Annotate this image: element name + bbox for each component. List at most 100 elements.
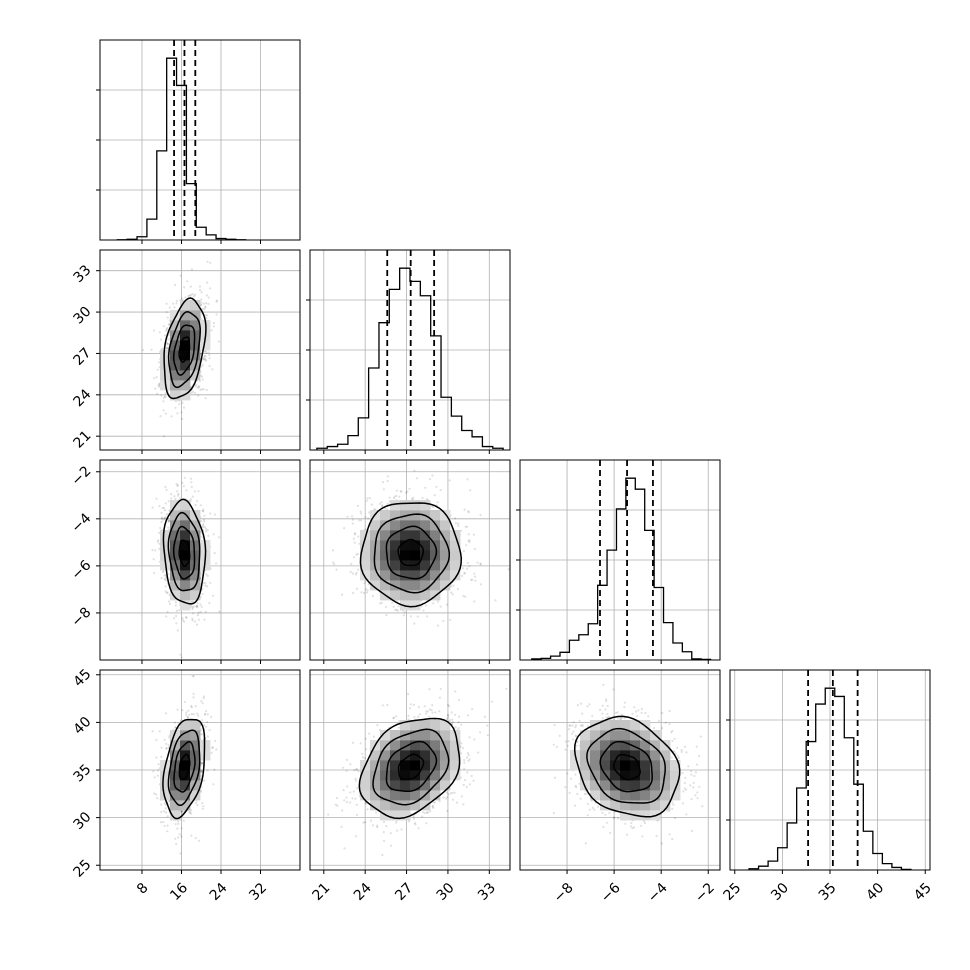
density-cell (640, 740, 651, 751)
density-cell (600, 730, 611, 741)
density-cell (360, 550, 371, 561)
density-cell (440, 560, 451, 571)
density-cell (390, 590, 401, 601)
density-cell (170, 390, 181, 401)
density-cell (400, 530, 411, 541)
density-cell (190, 720, 201, 731)
density-cell (610, 770, 621, 781)
density-cell (180, 360, 191, 371)
density-cell (400, 720, 411, 731)
density-cell (430, 740, 441, 751)
density-panel-4-3 (519, 669, 721, 874)
density-cell (380, 520, 391, 531)
density-cell (180, 340, 191, 351)
density-panel-4-2 (309, 669, 511, 874)
density-cell (160, 790, 171, 801)
density-cell (630, 720, 641, 731)
density-cell (620, 780, 631, 791)
density-cell (180, 500, 191, 511)
density-cell (190, 590, 201, 601)
density-cell (440, 550, 451, 561)
density-cell (170, 350, 181, 361)
contour-line (397, 538, 425, 567)
density-cell (430, 790, 441, 801)
density-cell (670, 780, 681, 791)
density-cell (580, 730, 591, 741)
density-panel-3-2 (309, 459, 511, 664)
density-cell (360, 530, 371, 541)
density-panel-2-1 (96, 249, 301, 454)
density-cell (160, 350, 171, 361)
density-cell (390, 570, 401, 581)
density-cell (640, 810, 651, 821)
density-cell (630, 760, 641, 771)
density-cell (380, 570, 391, 581)
density-cell (600, 750, 611, 761)
density-cell (410, 570, 421, 581)
density-cell (420, 760, 431, 771)
density-cell (180, 310, 191, 321)
density-cell (170, 800, 181, 811)
density-cell (450, 550, 461, 561)
contour-line (162, 498, 207, 605)
density-cell (360, 570, 371, 581)
density-cell (620, 760, 631, 771)
y-tick-label: 27 (71, 345, 95, 369)
y-tick-label: 45 (71, 666, 95, 690)
density-cell (190, 300, 201, 311)
y-tick-label: −2 (69, 463, 95, 489)
density-cell (180, 510, 191, 521)
density-cell (170, 520, 181, 531)
density-cell (440, 780, 451, 791)
density-cell (390, 740, 401, 751)
density-cell (380, 560, 391, 571)
y-tick-label: −8 (69, 604, 95, 630)
x-tick-label: 8 (134, 880, 152, 898)
density-cell (420, 780, 431, 791)
density-cell (160, 780, 171, 791)
density-cell (410, 790, 421, 801)
density-cell (420, 800, 431, 811)
density-cell (650, 770, 661, 781)
density-cell (180, 760, 191, 771)
density-cell (400, 500, 411, 511)
density-cell (380, 790, 391, 801)
density-cell (650, 760, 661, 771)
density-cell (380, 800, 391, 811)
density-cell (610, 730, 621, 741)
y-tick-label: 21 (71, 428, 95, 452)
density-cell (620, 800, 631, 811)
density-cell (640, 790, 651, 801)
density-cell (450, 540, 461, 551)
density-cell (630, 750, 641, 761)
density-cell (410, 730, 421, 741)
density-cell (380, 750, 391, 761)
density-cell (420, 560, 431, 571)
density-cell (630, 790, 641, 801)
density-cell (430, 580, 441, 591)
density-cell (190, 780, 201, 791)
contour-line (599, 740, 653, 793)
density-cell (440, 730, 451, 741)
panel-frame (519, 669, 721, 871)
contour-line (172, 324, 196, 376)
density-cell (400, 790, 411, 801)
density-cell (600, 790, 611, 801)
panel-frame (99, 459, 301, 661)
density-cell (400, 580, 411, 591)
density-cell (170, 770, 181, 781)
x-tick-label: 40 (863, 880, 887, 904)
density-cell (620, 770, 631, 781)
density-cell (190, 520, 201, 531)
density-cell (660, 800, 671, 811)
density-cell (450, 570, 461, 581)
density-cell (200, 340, 211, 351)
density-cell (190, 560, 201, 571)
density-cell (410, 590, 421, 601)
density-cell (380, 760, 391, 771)
density-cell (400, 810, 411, 821)
density-cell (630, 740, 641, 751)
density-cell (180, 550, 191, 561)
density-cell (180, 350, 191, 361)
density-cell (390, 730, 401, 741)
